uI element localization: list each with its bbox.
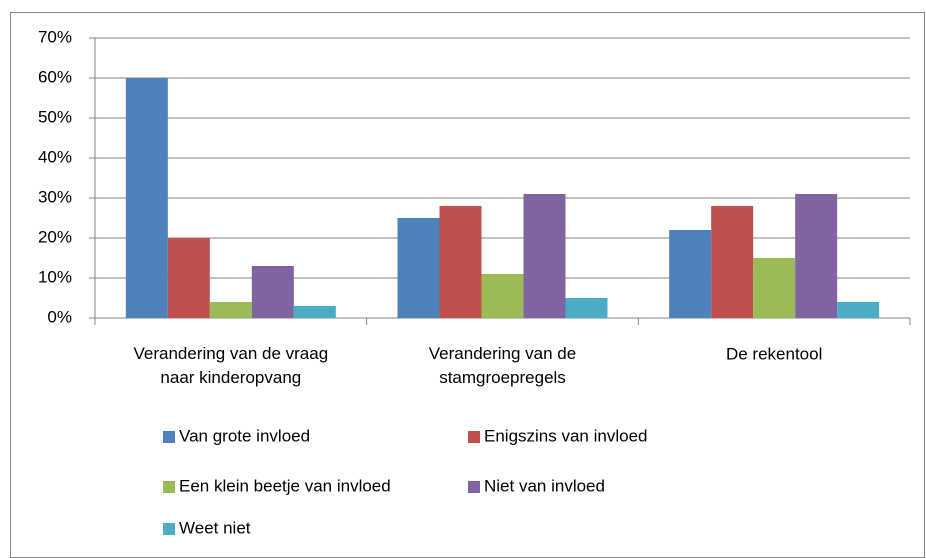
- legend-swatch: [163, 523, 175, 535]
- legend-label: Enigszins van invloed: [484, 426, 647, 445]
- bar: [167, 238, 210, 318]
- bar: [753, 258, 796, 318]
- y-tick-label: 70%: [38, 27, 72, 46]
- y-tick-label: 50%: [38, 107, 72, 126]
- y-tick-label: 20%: [38, 227, 72, 246]
- x-tick-label: Verandering van de vraag naar kinderopvan…: [133, 344, 328, 387]
- legend-label: Weet niet: [179, 518, 251, 537]
- y-tick-label: 30%: [38, 187, 72, 206]
- y-tick-label: 10%: [38, 267, 72, 286]
- y-tick-label: 0%: [47, 307, 72, 326]
- bar: [251, 266, 294, 318]
- bar: [523, 194, 566, 318]
- legend-label: Van grote invloed: [179, 426, 310, 445]
- legend-swatch: [468, 431, 480, 443]
- bar: [669, 230, 712, 318]
- legend-label: Niet van invloed: [484, 476, 605, 495]
- legend-swatch: [468, 481, 480, 493]
- y-tick-label: 40%: [38, 147, 72, 166]
- bar: [565, 298, 608, 318]
- bar: [293, 306, 336, 318]
- bar: [397, 218, 440, 318]
- bar: [481, 274, 524, 318]
- bar: [125, 78, 168, 318]
- legend-label: Een klein beetje van invloed: [179, 476, 391, 495]
- y-tick-label: 60%: [38, 67, 72, 86]
- bar: [209, 302, 252, 318]
- x-tick-label: De rekentool: [726, 344, 822, 363]
- bar: [439, 206, 482, 318]
- x-tick-label: Verandering van de stamgroepregels: [429, 344, 576, 387]
- legend-swatch: [163, 481, 175, 493]
- bar: [837, 302, 880, 318]
- legend-swatch: [163, 431, 175, 443]
- bar: [711, 206, 754, 318]
- bar: [795, 194, 838, 318]
